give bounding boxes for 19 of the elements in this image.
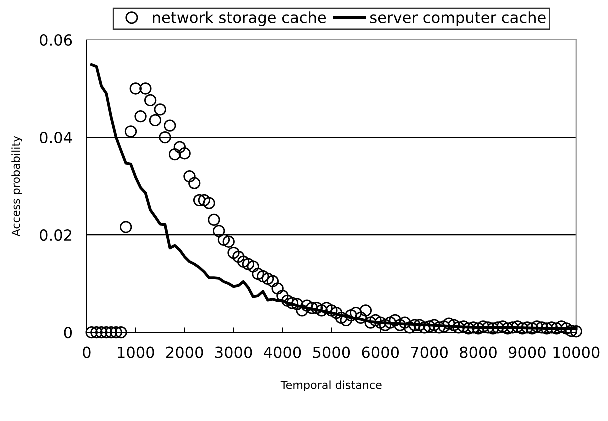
y-tick-label: 0.02 — [40, 230, 72, 242]
legend-label: network storage cache — [153, 12, 326, 26]
x-tick-label: 2000 — [166, 346, 204, 358]
x-tick-label: 6000 — [362, 346, 400, 358]
y-tick-label: 0.04 — [40, 132, 72, 144]
x-tick-label: 4000 — [264, 346, 302, 358]
x-tick-label: 0 — [83, 346, 91, 358]
y-tick-label: 0.06 — [40, 34, 72, 46]
legend-label: server computer cache — [370, 12, 546, 26]
x-tick-label: 9000 — [508, 346, 546, 358]
x-tick-label: 1000 — [118, 346, 154, 358]
x-tick-label: 3000 — [216, 346, 252, 358]
x-tick-label: 10000 — [554, 346, 600, 358]
y-tick-label: 0 — [64, 327, 72, 339]
x-tick-label: 5000 — [313, 346, 350, 358]
y-axis-title: Access probability — [12, 136, 22, 237]
x-axis-title: Temporal distance — [280, 380, 382, 392]
x-tick-label: 7000 — [411, 346, 448, 358]
x-tick-label: 8000 — [460, 346, 497, 358]
